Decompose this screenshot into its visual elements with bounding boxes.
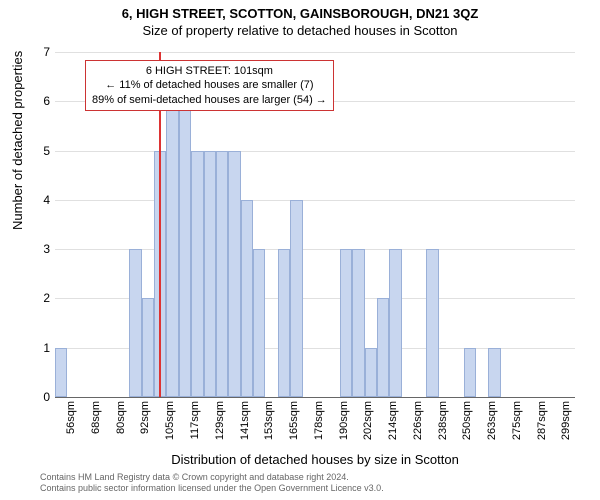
chart-title: 6, HIGH STREET, SCOTTON, GAINSBOROUGH, D…: [0, 0, 600, 21]
annotation-box: 6 HIGH STREET: 101sqm← 11% of detached h…: [85, 60, 334, 111]
bar: [241, 200, 253, 397]
x-axis-label: Distribution of detached houses by size …: [55, 452, 575, 467]
bar: [55, 348, 67, 397]
bar: [352, 249, 364, 397]
x-tick-label: 275sqm: [511, 401, 523, 440]
annotation-line: 89% of semi-detached houses are larger (…: [92, 93, 327, 107]
footer-line-2: Contains public sector information licen…: [40, 483, 384, 494]
x-tick-label: 178sqm: [313, 401, 325, 440]
y-tick-label: 7: [35, 45, 50, 59]
footer-attribution: Contains HM Land Registry data © Crown c…: [40, 472, 384, 494]
bar: [216, 151, 228, 397]
x-tick-label: 287sqm: [536, 401, 548, 440]
bar: [464, 348, 476, 397]
bar: [389, 249, 401, 397]
bar: [278, 249, 290, 397]
gridline: [55, 52, 575, 53]
x-tick-label: 165sqm: [288, 401, 300, 440]
bar: [340, 249, 352, 397]
x-tick-label: 238sqm: [437, 401, 449, 440]
bar: [290, 200, 302, 397]
x-tick-label: 129sqm: [214, 401, 226, 440]
x-tick-label: 141sqm: [239, 401, 251, 440]
x-tick-label: 105sqm: [164, 401, 176, 440]
bar: [253, 249, 265, 397]
x-tick-label: 117sqm: [189, 401, 201, 439]
bar: [204, 151, 216, 397]
bar: [129, 249, 141, 397]
x-tick-label: 202sqm: [362, 401, 374, 440]
x-tick-label: 92sqm: [139, 401, 151, 434]
x-tick-label: 80sqm: [115, 401, 127, 434]
bar: [142, 298, 154, 397]
bar: [191, 151, 203, 397]
chart-area: 0123456756sqm68sqm80sqm92sqm105sqm117sqm…: [55, 52, 575, 422]
x-tick-label: 214sqm: [387, 401, 399, 440]
annotation-line: ← 11% of detached houses are smaller (7): [92, 78, 327, 92]
bar: [228, 151, 240, 397]
bar: [365, 348, 377, 397]
x-tick-label: 250sqm: [461, 401, 473, 440]
chart-container: 6, HIGH STREET, SCOTTON, GAINSBOROUGH, D…: [0, 0, 600, 500]
chart-subtitle: Size of property relative to detached ho…: [0, 21, 600, 38]
x-tick-label: 153sqm: [263, 401, 275, 440]
y-tick-label: 1: [35, 341, 50, 355]
y-tick-label: 3: [35, 242, 50, 256]
x-tick-label: 263sqm: [486, 401, 498, 440]
gridline: [55, 151, 575, 152]
bar: [488, 348, 500, 397]
y-tick-label: 6: [35, 94, 50, 108]
footer-line-1: Contains HM Land Registry data © Crown c…: [40, 472, 384, 483]
x-tick-label: 299sqm: [560, 401, 572, 440]
bar: [426, 249, 438, 397]
y-tick-label: 0: [35, 390, 50, 404]
gridline: [55, 200, 575, 201]
bar: [377, 298, 389, 397]
y-tick-label: 4: [35, 193, 50, 207]
x-tick-label: 56sqm: [65, 401, 77, 434]
annotation-line: 6 HIGH STREET: 101sqm: [92, 64, 327, 78]
x-tick-label: 190sqm: [338, 401, 350, 440]
y-tick-label: 2: [35, 291, 50, 305]
plot-region: 0123456756sqm68sqm80sqm92sqm105sqm117sqm…: [55, 52, 575, 398]
y-tick-label: 5: [35, 144, 50, 158]
bar: [179, 101, 191, 397]
x-tick-label: 68sqm: [90, 401, 102, 434]
y-axis-label: Number of detached properties: [10, 51, 25, 230]
x-tick-label: 226sqm: [412, 401, 424, 440]
bar: [166, 101, 178, 397]
